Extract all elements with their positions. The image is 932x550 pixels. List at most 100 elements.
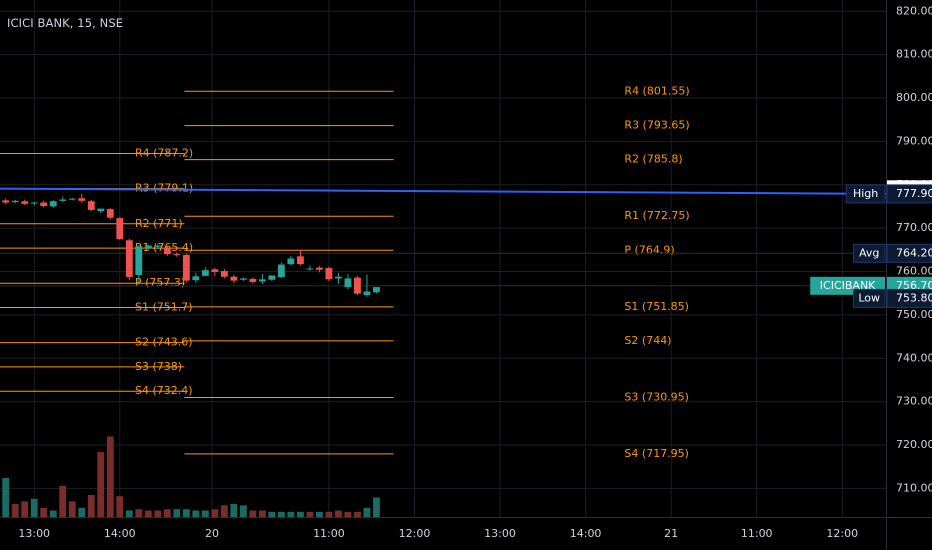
candle-body: [315, 267, 323, 270]
pivot-label: S3 (730.95): [624, 391, 689, 404]
high-line: [0, 187, 887, 287]
time-axis[interactable]: 13:00 14:00 20 11:00 12:00 13:00 14:00 21 11:00 1…: [0, 517, 932, 550]
candle-body: [287, 258, 295, 265]
volume-bar: [125, 510, 133, 517]
candle-body: [344, 278, 352, 288]
pivot-label: S2 (744): [624, 334, 671, 347]
price-tag-value: 764.20: [896, 246, 932, 259]
volume-bar: [49, 510, 57, 517]
time-tick-label: 14:00: [104, 527, 136, 540]
candle-body: [106, 209, 114, 218]
volume-bars: [2, 436, 380, 517]
pivot-label: S1 (751.7): [135, 301, 193, 314]
price-tag-value-bg: [886, 184, 932, 204]
pivot-label: P (764.9): [624, 243, 674, 256]
price-tag-name: Low: [858, 291, 880, 304]
volume-bar: [59, 485, 67, 517]
volume-bar: [163, 509, 171, 517]
volume-bar: [325, 511, 333, 517]
candle-body: [2, 200, 10, 203]
candle-body: [30, 202, 38, 204]
candles: [2, 193, 380, 297]
time-tick-label: 12:00: [399, 527, 431, 540]
pivot-label: S1 (751.85): [624, 300, 689, 313]
pivot-label: S4 (717.95): [624, 447, 689, 460]
price-tick-label: 710.00: [896, 481, 932, 494]
volume-bar: [258, 510, 266, 517]
candle-body: [306, 268, 314, 270]
candle-body: [211, 269, 219, 272]
candle-body: [182, 255, 190, 281]
candle-body: [173, 254, 181, 256]
volume-bar: [315, 511, 323, 517]
pivot-label: R4 (801.55): [624, 84, 689, 97]
price-tag-name-bg: [852, 288, 886, 308]
candle-body: [192, 276, 200, 281]
volume-bar: [11, 504, 19, 517]
pivot-label: R2 (785.8): [624, 153, 682, 166]
candle-body: [68, 198, 76, 200]
volume-bar: [249, 510, 257, 517]
candle-body: [239, 278, 247, 280]
volume-bar: [40, 507, 48, 517]
candle-body: [268, 275, 276, 280]
price-tick-label: 760.00: [896, 265, 932, 278]
candle-body: [230, 276, 238, 281]
volume-bar: [154, 510, 162, 517]
price-tick-label: 800.00: [896, 91, 932, 104]
candle-body: [258, 279, 266, 282]
volume-bar: [97, 452, 105, 517]
candle-body: [125, 240, 133, 278]
price-tag-name-bg: [852, 243, 886, 263]
volume-bar: [201, 510, 209, 517]
price-tag-value-bg: [886, 288, 932, 308]
candle-body: [144, 245, 152, 249]
volume-bar: [87, 494, 95, 517]
volume-bar: [192, 510, 200, 517]
time-tick-label: 11:00: [313, 527, 345, 540]
volume-bar: [277, 511, 285, 517]
volume-bar: [2, 478, 10, 517]
candle-body: [87, 201, 95, 210]
price-tag-name: High: [853, 187, 878, 200]
candle-body: [11, 200, 19, 203]
time-tick-label: 21: [664, 527, 678, 540]
price-tick-label: 750.00: [896, 308, 932, 321]
pivot-label: R3 (779.1): [135, 182, 193, 195]
volume-bar: [68, 501, 76, 517]
pivot-levels: R4 (787.2) R3 (779.1) R2 (771) R1 (765.4) P …: [0, 84, 690, 460]
price-tick-label: 740.00: [896, 351, 932, 364]
price-tick-label: 770.00: [896, 221, 932, 234]
price-tick-label: 720.00: [896, 438, 932, 451]
volume-bar: [306, 511, 314, 517]
volume-bar: [173, 509, 181, 517]
price-tag-value: 756.70: [896, 279, 932, 292]
candle-body: [277, 264, 285, 278]
price-axis-bg: [886, 0, 932, 550]
volume-bar: [354, 511, 361, 517]
volume-bar: [106, 436, 114, 517]
volume-bar: [268, 511, 276, 517]
price-axis[interactable]: 820.00810.00800.00790.00780.00770.00760.…: [886, 0, 932, 550]
time-tick-label: 11:00: [741, 527, 773, 540]
candle-body: [296, 256, 304, 265]
volume-bar: [335, 510, 342, 517]
candle-body: [97, 208, 105, 212]
candle-body: [363, 291, 371, 295]
pivot-label: S4 (732.4): [135, 384, 193, 397]
volume-bar: [220, 505, 228, 517]
price-tick-label: 810.00: [896, 48, 932, 61]
pivot-label: S3 (738): [135, 360, 182, 373]
pivot-label: R3 (793.65): [624, 119, 689, 132]
candle-body: [21, 201, 29, 204]
volume-bar: [21, 501, 29, 517]
volume-bar: [182, 509, 190, 517]
candle-body: [335, 276, 342, 279]
candle-body: [135, 246, 143, 275]
candle-body: [354, 277, 361, 294]
candle-body: [220, 271, 228, 277]
pivot-label: S2 (743.6): [135, 336, 193, 349]
pivot-label: R1 (765.4): [135, 241, 193, 254]
price-tag-name: ICICIBANK: [820, 279, 876, 292]
